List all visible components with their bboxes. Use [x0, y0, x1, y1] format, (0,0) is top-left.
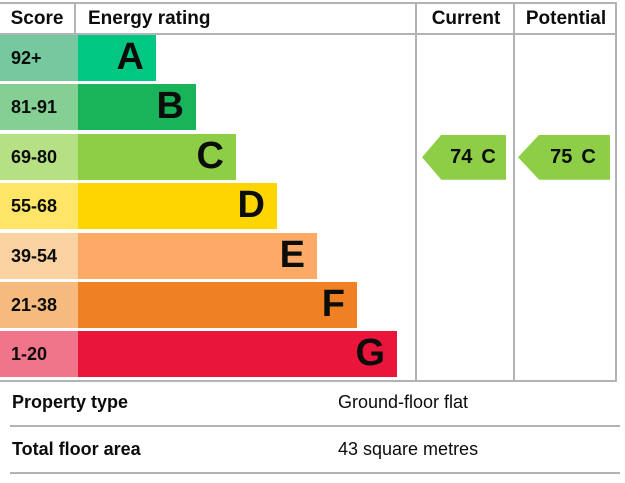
band-score: 21-38: [0, 281, 78, 328]
band-bar: B: [78, 84, 196, 131]
table-bottom-border: [0, 380, 617, 382]
band-row-f: 21-38 F: [0, 281, 397, 331]
score-column-header: Score: [0, 4, 76, 33]
rating-bands: 92+ A 81-91 B 69-80 C 55-68 D 39-54 E 21…: [0, 35, 397, 381]
potential-column-header: Potential: [525, 8, 607, 29]
band-score: 69-80: [0, 133, 78, 180]
summary-row-total-floor-area: Total floor area 43 square metres: [10, 427, 620, 474]
table-right-border: [615, 2, 617, 380]
summary-value: Ground-floor flat: [338, 392, 469, 412]
potential-rating-arrow: 75 C: [518, 134, 610, 180]
current-column-header: Current: [431, 8, 501, 29]
property-summary: Property type Ground-floor flat Total fl…: [10, 380, 620, 474]
potential-rating-score: 75: [550, 145, 573, 168]
summary-label: Total floor area: [12, 439, 141, 459]
band-score: 1-20: [0, 331, 78, 378]
summary-label: Property type: [12, 392, 129, 412]
band-bar: F: [78, 281, 357, 328]
band-row-b: 81-91 B: [0, 84, 397, 133]
current-rating-letter: C: [481, 145, 496, 168]
energy-rating-table: Score Energy rating Current Potential 92…: [0, 2, 617, 382]
summary-row-property-type: Property type Ground-floor flat: [10, 380, 620, 427]
band-row-a: 92+ A: [0, 35, 397, 84]
band-bar: C: [78, 133, 236, 180]
band-row-d: 55-68 D: [0, 183, 397, 232]
rating-table-header: Score Energy rating Current Potential: [0, 2, 617, 35]
band-bar: A: [78, 35, 156, 81]
band-row-g: 1-20 G: [0, 331, 397, 380]
band-bar: G: [78, 331, 397, 378]
potential-rating-letter: C: [581, 145, 596, 168]
band-row-c: 69-80 C: [0, 133, 397, 183]
energy-rating-column-header: Energy rating: [88, 8, 211, 29]
band-bar: E: [78, 232, 317, 279]
band-bar: D: [78, 183, 277, 230]
band-score: 55-68: [0, 183, 78, 230]
band-score: 92+: [0, 35, 78, 81]
summary-value: 43 square metres: [338, 439, 479, 459]
current-rating-score: 74: [450, 145, 473, 168]
divider-current-potential: [513, 2, 515, 380]
band-score: 81-91: [0, 84, 78, 131]
band-score: 39-54: [0, 232, 78, 279]
divider-rating-current: [415, 2, 417, 380]
band-row-e: 39-54 E: [0, 232, 397, 282]
current-rating-arrow: 74 C: [422, 134, 506, 180]
